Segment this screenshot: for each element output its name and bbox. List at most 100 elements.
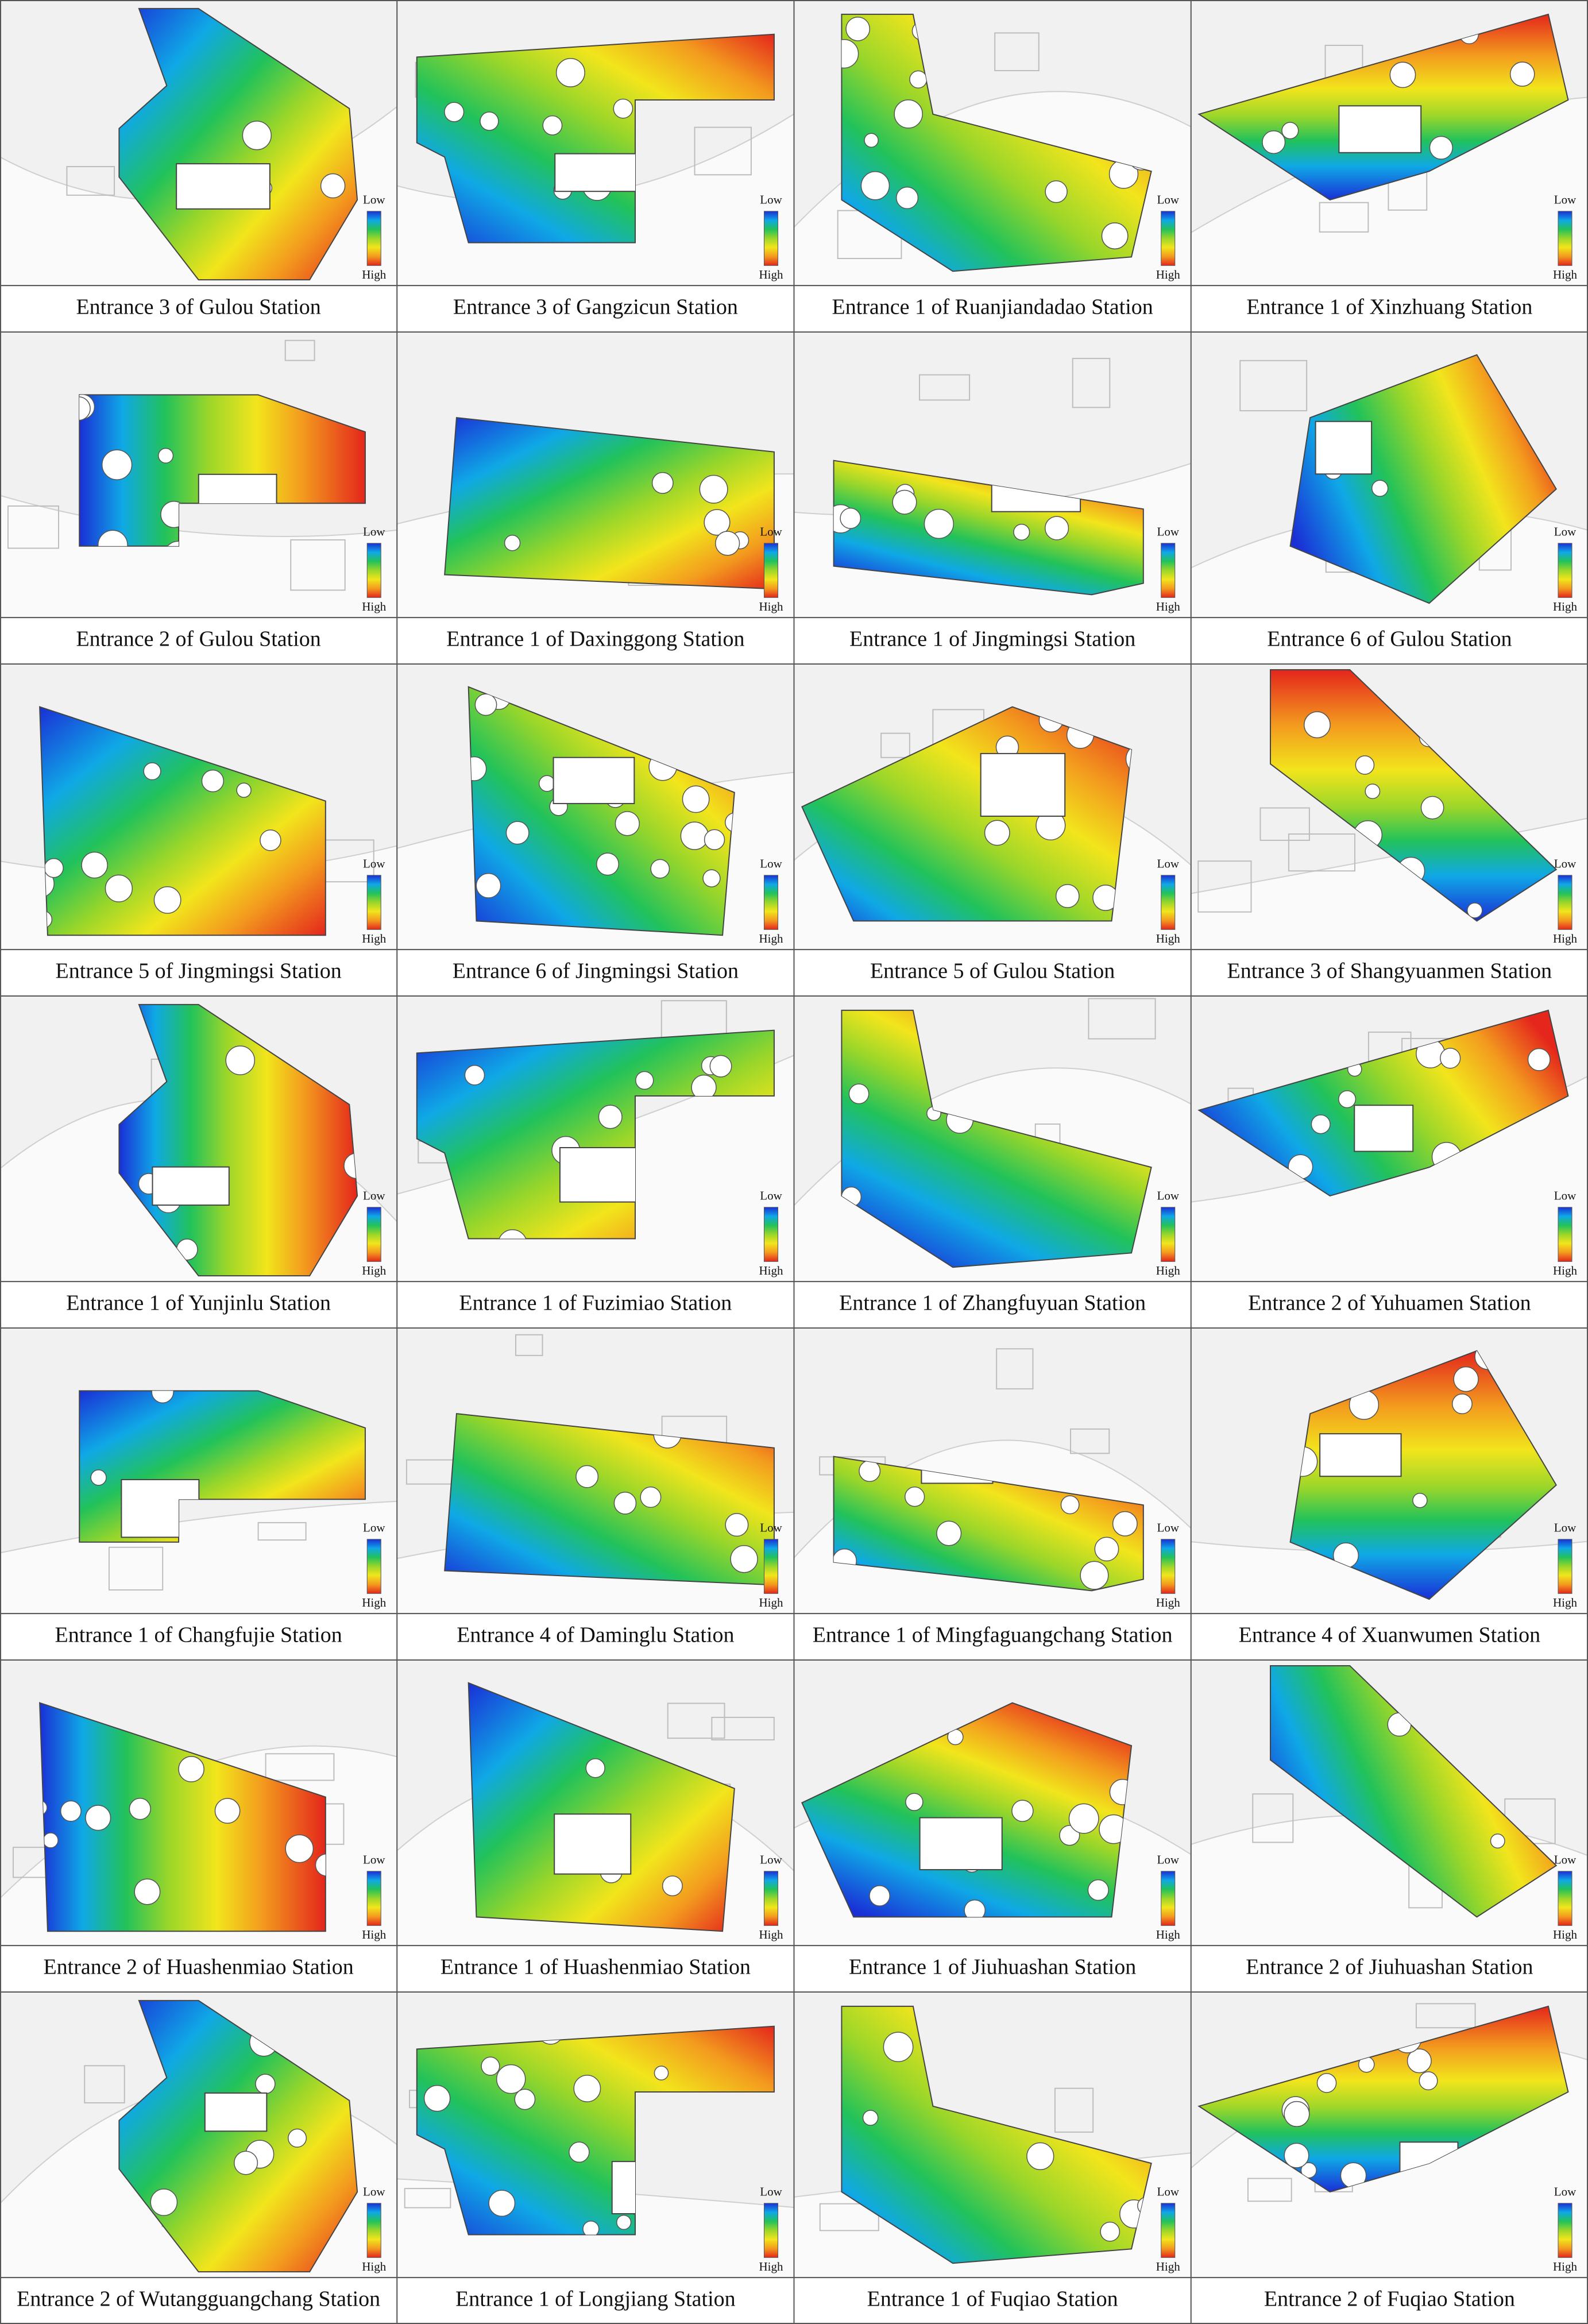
block	[1054, 2087, 1094, 2133]
panel: Low High Entrance 2 of Wutangguangchang St…	[0, 1992, 398, 2311]
panel: Low High Entrance 3 of Gulou Station	[0, 0, 398, 319]
tree	[488, 2190, 516, 2217]
tree	[924, 508, 954, 539]
tree	[573, 2075, 601, 2102]
tree	[1311, 1114, 1331, 1134]
tree	[883, 2032, 914, 2062]
caption: Entrance 2 of Huashenmiao Station	[43, 1955, 353, 1979]
colorbar	[1558, 1539, 1572, 1594]
tree	[650, 859, 670, 879]
legend-high: High	[1156, 1928, 1181, 1941]
tree	[1011, 1800, 1034, 1822]
tree	[42, 1832, 59, 1848]
tree	[1262, 130, 1286, 155]
tree	[497, 1229, 528, 1239]
tree	[423, 2084, 451, 2112]
block	[1319, 202, 1369, 233]
block	[1070, 1428, 1110, 1454]
legend-low: Low	[363, 1521, 385, 1535]
panel: Low High Entrance 3 of Gangzicun Station	[396, 0, 795, 319]
colorbar	[366, 875, 381, 930]
legend-high: High	[362, 600, 387, 613]
legend-low: Low	[760, 525, 782, 539]
caption: Entrance 1 of Jiuhuashan Station	[849, 1955, 1136, 1979]
tree	[481, 2056, 500, 2076]
block	[108, 1546, 164, 1591]
heat-area	[118, 7, 358, 281]
tree	[150, 2188, 178, 2216]
tree	[101, 449, 133, 480]
tree	[1509, 61, 1535, 87]
legend-low: Low	[1554, 1853, 1577, 1867]
building	[919, 1817, 1003, 1871]
colorbar	[1558, 2203, 1572, 2258]
caption: Entrance 1 of Changfujie Station	[55, 1623, 342, 1647]
building	[559, 1147, 647, 1203]
tree	[143, 762, 161, 781]
tree	[859, 1460, 881, 1483]
panel: Low High Entrance 2 of Gulou Station	[0, 332, 398, 651]
panel: Low High Entrance 1 of Jingmingsi Station	[793, 332, 1192, 651]
tree	[1013, 523, 1030, 541]
tree	[640, 1487, 662, 1508]
colorbar	[1161, 543, 1176, 598]
tree	[841, 38, 859, 69]
panel: Low High Entrance 4 of Daminglu Station	[396, 1328, 795, 1647]
colorbar	[1161, 875, 1176, 930]
panel: Low High Entrance 1 of Changfujie Station	[0, 1328, 398, 1647]
legend-low: Low	[1554, 193, 1577, 207]
obstacles	[575, 1420, 758, 1573]
caption: Entrance 4 of Xuanwumen Station	[1239, 1623, 1541, 1647]
panel: Low High Entrance 1 of Longjiang Station	[396, 1992, 795, 2311]
panel: Low High Entrance 5 of Jingmingsi Station	[0, 664, 398, 983]
building	[980, 752, 1066, 817]
tree	[575, 1465, 599, 1488]
legend-high: High	[1553, 268, 1578, 281]
colorbar	[1161, 1539, 1176, 1594]
panel: Low High Entrance 2 of Fuqiao Station	[1190, 1992, 1588, 2311]
tree	[1080, 1561, 1109, 1590]
legend-high: High	[362, 1928, 387, 1941]
tree	[1371, 480, 1389, 497]
tree	[682, 785, 710, 813]
tree	[1304, 711, 1331, 739]
block	[1088, 998, 1156, 1040]
tree	[730, 1545, 758, 1573]
block	[1259, 807, 1310, 841]
panel: Low High Entrance 1 of Huashenmiao Station	[396, 1660, 795, 1979]
panel: Low High Entrance 3 of Shangyuanmen Statio…	[1190, 664, 1588, 983]
caption: Entrance 5 of Jingmingsi Station	[56, 959, 342, 983]
tree	[654, 2066, 669, 2080]
legend-high: High	[1553, 600, 1578, 613]
legend-low: Low	[363, 1853, 385, 1867]
legend-high: High	[759, 1928, 784, 1941]
tree	[598, 1105, 623, 1129]
colorbar	[366, 211, 381, 266]
colorbar	[366, 2203, 381, 2258]
legend-high: High	[759, 600, 784, 613]
colorbar	[764, 1539, 778, 1594]
building	[554, 153, 648, 192]
tree	[1100, 2221, 1121, 2242]
caption: Entrance 1 of Mingfaguangchang Station	[813, 1623, 1173, 1647]
tree	[1407, 2048, 1432, 2074]
heat-area	[1289, 354, 1557, 604]
tree	[1281, 122, 1299, 140]
building	[1315, 420, 1373, 475]
colorbar	[1558, 875, 1572, 930]
colorbar	[764, 211, 778, 266]
tree	[1338, 1090, 1357, 1109]
colorbar	[1161, 1207, 1176, 1262]
colorbar	[366, 543, 381, 598]
legend-high: High	[1156, 1264, 1181, 1277]
tree	[496, 2064, 526, 2094]
tree	[151, 1391, 174, 1404]
tree	[1125, 743, 1132, 774]
colorbar	[764, 1871, 778, 1926]
legend-low: Low	[760, 2185, 782, 2199]
tree	[320, 173, 346, 199]
tree	[201, 769, 225, 793]
building	[204, 2092, 268, 2132]
panel: Low High Entrance 1 of Fuzimiao Station	[396, 996, 795, 1315]
tree	[585, 1758, 605, 1778]
